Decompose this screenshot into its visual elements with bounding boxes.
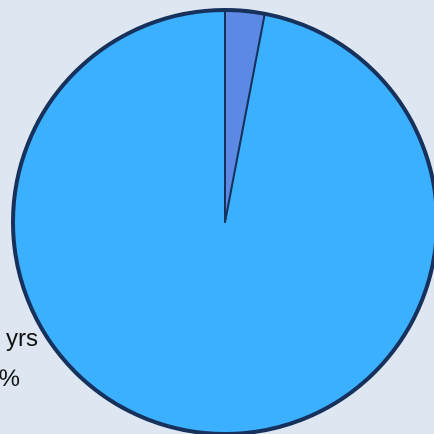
slice-label-fragment-yrs: yrs: [6, 325, 38, 352]
slice-label-fragment-percent: %: [0, 365, 20, 392]
pie-border: [11, 8, 434, 434]
